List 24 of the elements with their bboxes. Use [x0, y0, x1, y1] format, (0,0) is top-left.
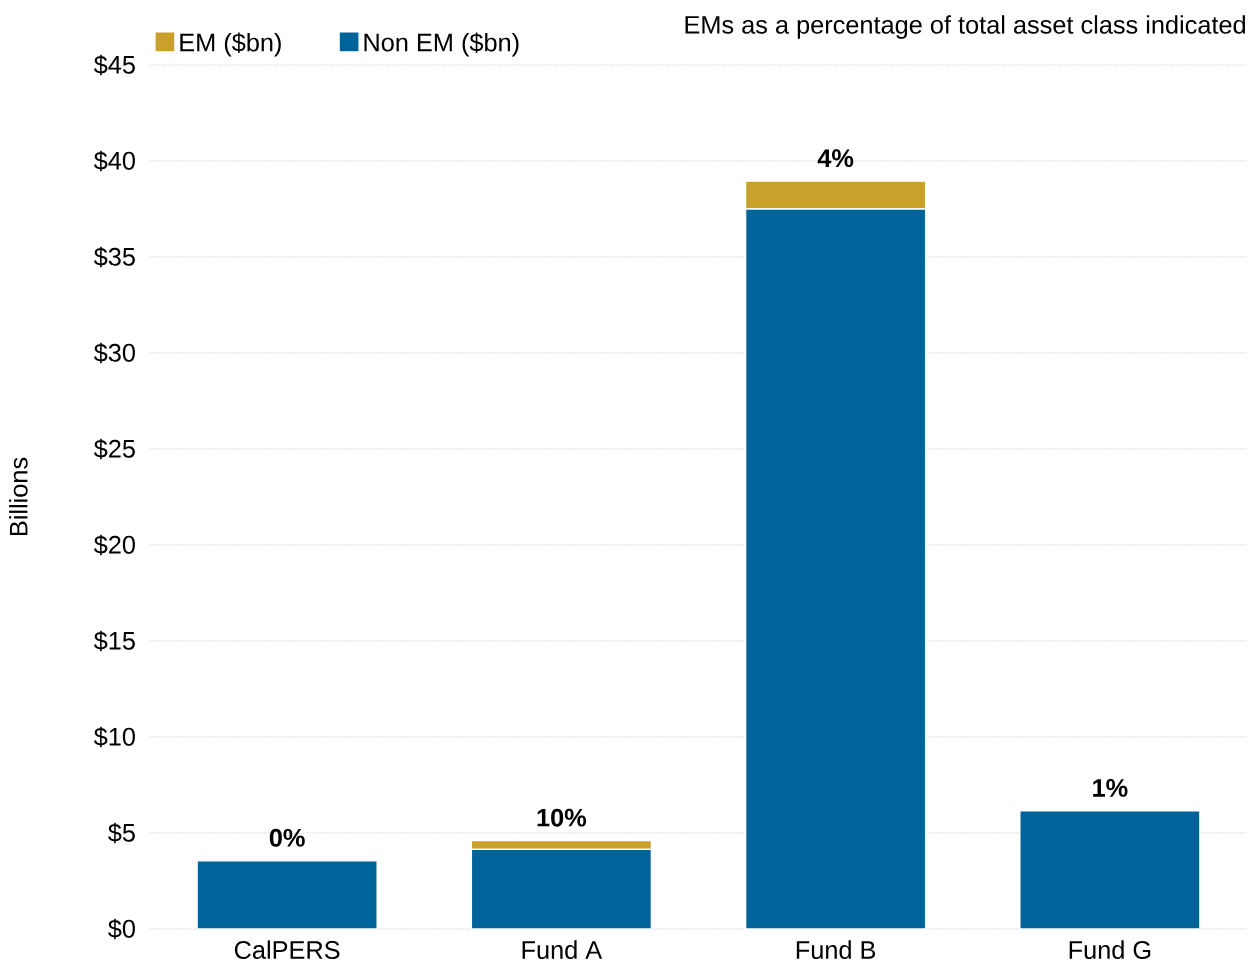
y-tick-label: $15	[93, 630, 135, 652]
y-tick-label: $45	[93, 54, 135, 76]
y-tick-label: $20	[93, 534, 135, 556]
bar	[1019, 810, 1201, 930]
x-tick-label: Fund A	[522, 940, 603, 959]
bar	[196, 860, 378, 930]
y-axis-title: Billions	[9, 457, 28, 536]
y-tick-label: $30	[93, 342, 135, 364]
y-tick-label: $5	[108, 822, 135, 844]
y-tick-label: $25	[93, 438, 135, 460]
y-tick-label: $35	[93, 246, 135, 268]
y-tick-label: $10	[93, 726, 135, 748]
x-tick-label: Fund G	[1069, 940, 1151, 959]
text: EMs as a percentage of total asset class indicated	[685, 15, 1245, 39]
x-tick-label: CalPERS	[234, 940, 340, 959]
annotation: 1%	[1093, 779, 1128, 797]
y-tick-label: $0	[108, 918, 135, 940]
annotation: 10%	[537, 808, 587, 827]
legend-label: EM ($bn)	[180, 32, 281, 57]
annotation: 0%	[269, 828, 305, 847]
annotation: 4%	[817, 149, 854, 168]
x-tick-label: Fund B	[796, 940, 876, 959]
y-tick-label: $40	[93, 150, 135, 172]
legend-label: Non EM ($bn)	[364, 32, 519, 57]
